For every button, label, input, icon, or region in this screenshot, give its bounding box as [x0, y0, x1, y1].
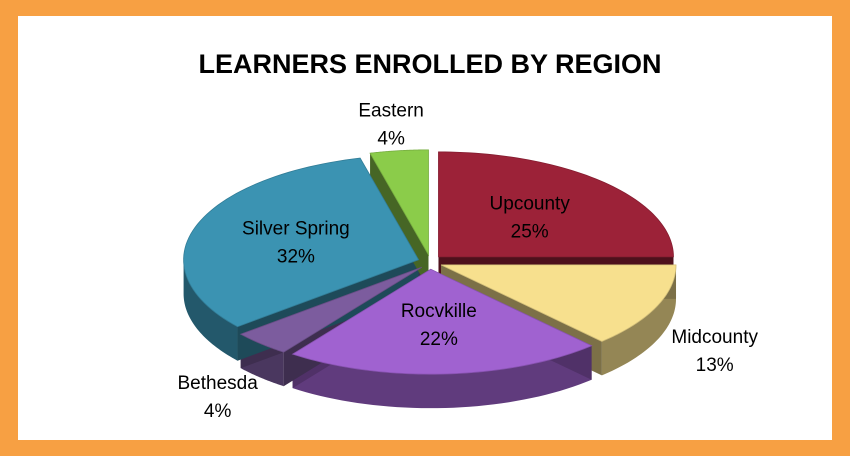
- slice: [369, 149, 429, 257]
- slice: [438, 151, 674, 258]
- chart-title: LEARNERS ENROLLED BY REGION: [198, 49, 661, 79]
- slice-label: Upcounty: [490, 193, 571, 214]
- slice-value-label: 4%: [377, 129, 405, 150]
- slice-label: Midcounty: [671, 327, 758, 348]
- slice-side: [292, 345, 592, 409]
- slice-value-label: 4%: [204, 401, 232, 422]
- slice-label: Rocvkille: [401, 301, 477, 322]
- slice-label: Eastern: [358, 101, 423, 122]
- slice: [440, 264, 677, 342]
- slice: [239, 266, 422, 353]
- slice-value-label: 32%: [277, 247, 315, 268]
- slice: [291, 268, 593, 375]
- slice-label: Silver Spring: [242, 219, 350, 240]
- slice-side: [601, 264, 677, 376]
- slice: [183, 157, 420, 328]
- slice-side: [183, 259, 238, 361]
- slice-label: Bethesda: [178, 373, 259, 394]
- slice-value-label: 22%: [420, 329, 458, 350]
- slice-value-label: 13%: [696, 355, 734, 376]
- slice-value-label: 25%: [511, 221, 549, 242]
